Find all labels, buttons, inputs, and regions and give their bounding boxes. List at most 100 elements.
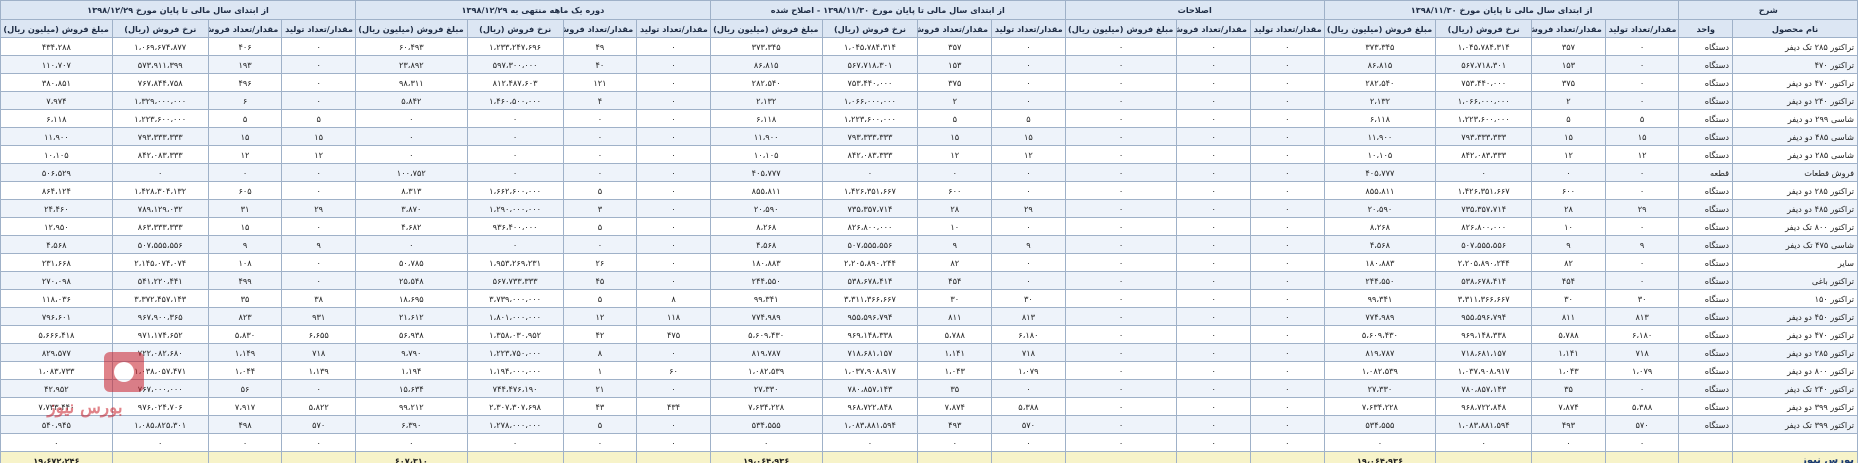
value-cell: ۱۲ [1604, 145, 1680, 164]
value-cell: ۳،۳۱۱،۳۶۶،۶۶۷ [821, 289, 919, 308]
value-cell: ۹ [281, 235, 356, 254]
table-row: تراکتور ۳۹۹ تک دیفر دستگاه ۵۷۰ ۴۹۳ ۱،۰۸۳،۸۸۱… [0, 415, 1858, 434]
value-cell: ۵ [1531, 109, 1606, 128]
value-cell: ۰ [636, 127, 711, 146]
column-header: واحد [1678, 19, 1734, 38]
value-cell: ۰ [1064, 307, 1178, 326]
value-cell: ۳۵ [1531, 379, 1606, 398]
value-cell: ۵،۸۳۰ [207, 325, 283, 344]
value-cell: ۱۲ [917, 145, 993, 164]
value-cell: ۴،۶۸۲ [355, 217, 468, 236]
table-row: تراکتور ۴۷۰ دو دیفر دستگاه ۶،۱۸۰ ۵،۷۸۸ ۹۶۹،۱… [0, 325, 1858, 344]
value-cell: ۰ [1250, 433, 1325, 452]
value-cell: ۳،۳۱۱،۳۶۶،۶۶۷ [1435, 289, 1533, 308]
value-cell: ۵۶۷،۷۱۸،۳۰۱ [821, 55, 919, 74]
value-cell: ۷،۷۳۳،۴۴۰ [0, 397, 113, 416]
total-empty-cell [1250, 451, 1325, 463]
value-cell: ۷۱۸ [1604, 343, 1680, 362]
value-cell: ۵۰۷،۵۵۵،۵۵۶ [821, 235, 919, 254]
table-row: تراکتور ۴۷۰ دستگاه ۰ ۱۵۳ ۵۶۷،۷۱۸،۳۰۱ ۸۶،۸۱۵ ۰ ۰… [0, 55, 1858, 74]
value-cell: ۲۱،۶۱۲ [355, 307, 468, 326]
value-cell: ۰ [1176, 271, 1251, 290]
value-cell: ۰ [1250, 127, 1325, 146]
value-cell: ۱،۲۲۳،۷۵۰،۰۰۰ [466, 343, 564, 362]
value-cell: ۴۰۵،۷۷۷ [709, 163, 823, 182]
value-cell: ۱،۴۶۰،۵۰۰،۰۰۰ [466, 91, 564, 110]
value-cell: ۰ [917, 163, 993, 182]
value-cell: ۵۰،۷۸۵ [355, 253, 468, 272]
value-cell: ۱،۰۴۳ [917, 361, 993, 380]
value-cell: ۹۸،۳۱۱ [355, 73, 468, 92]
value-cell: ۵ [991, 109, 1066, 128]
value-cell: ۱،۰۷۹ [991, 361, 1066, 380]
value-cell: ۴۰۵،۷۷۷ [1323, 163, 1437, 182]
value-cell: ۲۰،۵۹۰ [1323, 199, 1437, 218]
value-cell: ۲،۱۳۲ [1323, 91, 1437, 110]
unit-cell: دستگاه [1678, 343, 1734, 362]
value-cell: ۰ [636, 379, 711, 398]
value-cell: ۰ [1531, 163, 1606, 182]
value-cell: ۰ [355, 127, 468, 146]
value-cell: ۹۹،۳۴۱ [709, 289, 823, 308]
value-cell: ۰ [111, 433, 209, 452]
value-cell: ۰ [1064, 271, 1178, 290]
value-cell: ۰ [1064, 127, 1178, 146]
value-cell: ۰ [562, 109, 638, 128]
value-cell: ۱،۰۶۶،۰۰۰،۰۰۰ [821, 91, 919, 110]
value-cell: ۰ [1176, 253, 1251, 272]
value-cell: ۴۹ [562, 37, 638, 56]
value-cell: ۲۶ [562, 253, 638, 272]
value-cell: ۰ [1604, 55, 1680, 74]
value-cell: ۲۸ [1531, 199, 1606, 218]
value-cell: ۰ [466, 433, 564, 452]
value-cell: ۵۷۰ [281, 415, 356, 434]
value-cell: ۰ [281, 433, 356, 452]
value-cell: ۸۱۱ [917, 307, 993, 326]
value-cell: ۱۰۰،۷۵۲ [355, 163, 468, 182]
total-row: بورس نیوز ۱۹،۰۶۴،۹۳۶ ۱۹،۰۶۴،۹۳۶ ۶۰۷،۳۱۰ ۱۹،۶… [0, 451, 1858, 463]
value-cell: ۷۳۵،۳۵۷،۷۱۴ [821, 199, 919, 218]
value-cell: ۸۱۱ [1531, 307, 1606, 326]
value-cell: ۳۱ [207, 199, 283, 218]
value-cell: ۰ [1176, 55, 1251, 74]
unit-cell: دستگاه [1678, 289, 1734, 308]
value-cell: ۴۹۹ [207, 271, 283, 290]
table-row: تراکتور ۲۸۵ دو دیفر دستگاه ۰ ۶۰۰ ۱،۴۲۶،۳۵۱،۶… [0, 181, 1858, 200]
value-cell: ۰ [1250, 91, 1325, 110]
value-cell: ۴،۵۶۸ [709, 235, 823, 254]
column-header: مقدار/تعداد تولید [636, 19, 711, 38]
value-cell: ۴۳۴،۲۸۸ [0, 37, 113, 56]
product-name-cell: تراکتور ۲۸۵ دو دیفر [1732, 181, 1858, 200]
value-cell: ۱،۳۵۸،۰۳۰،۹۵۲ [466, 325, 564, 344]
value-cell: ۴۹۳ [1531, 415, 1606, 434]
total-empty-cell [917, 451, 993, 463]
value-cell: ۰ [207, 163, 283, 182]
value-cell: ۱،۰۴۵،۷۸۴،۳۱۴ [821, 37, 919, 56]
value-cell: ۰ [636, 343, 711, 362]
value-cell: ۰ [991, 37, 1066, 56]
value-cell: ۰ [1176, 217, 1251, 236]
value-cell: ۱،۰۳۸،۰۵۷،۴۷۱ [111, 361, 209, 380]
value-cell: ۸۲۹،۵۷۷ [0, 343, 113, 362]
value-cell: ۰ [1176, 415, 1251, 434]
value-cell: ۴۰ [562, 55, 638, 74]
value-cell: ۹۶۸،۷۲۲،۸۴۸ [1435, 397, 1533, 416]
value-cell: ۰ [1176, 199, 1251, 218]
value-cell: ۳۵ [917, 379, 993, 398]
value-cell: ۸ [562, 343, 638, 362]
value-cell: ۱،۰۶۶،۰۰۰،۰۰۰ [1435, 91, 1533, 110]
value-cell: ۵۰۷،۵۵۵،۵۵۶ [111, 235, 209, 254]
unit-cell: دستگاه [1678, 37, 1734, 56]
table-row: تراکتور ۴۸۵ دو دیفر دستگاه ۲۹ ۲۸ ۷۳۵،۳۵۷،۷۱۴… [0, 199, 1858, 218]
value-cell: ۰ [1176, 73, 1251, 92]
column-header: مقدار/تعداد تولید [1604, 19, 1680, 38]
value-cell: ۰ [991, 217, 1066, 236]
value-cell: ۱،۲۹۰،۰۰۰،۰۰۰ [466, 199, 564, 218]
value-cell: ۳۵ [207, 289, 283, 308]
value-cell: ۱،۱۴۱ [1531, 343, 1606, 362]
value-cell: ۱،۲۲۳،۶۰۰،۰۰۰ [111, 109, 209, 128]
value-cell: ۲۸۲،۵۴۰ [1323, 73, 1437, 92]
value-cell: ۰ [1435, 163, 1533, 182]
